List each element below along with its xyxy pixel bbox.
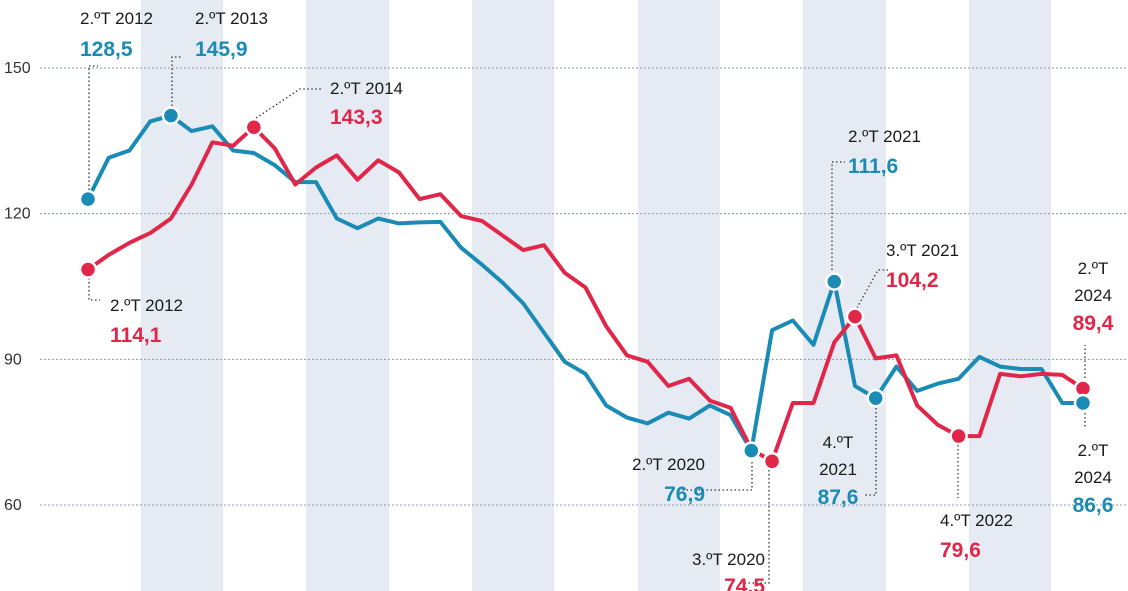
data-marker xyxy=(845,307,865,326)
annotation-title: 2.ºT 2012 xyxy=(80,9,153,28)
data-marker xyxy=(244,117,264,137)
annotation-title: 4.ºT 2022 xyxy=(940,511,1013,530)
year-band xyxy=(969,0,1051,591)
annotation-title: 3.ºT 2020 xyxy=(692,550,765,569)
annotation-title: 2024 xyxy=(1074,286,1112,305)
data-marker xyxy=(825,272,844,291)
annotation-leader xyxy=(171,56,182,106)
annotation-title: 2.ºT 2012 xyxy=(110,296,183,315)
annotation-value: 145,9 xyxy=(195,38,248,61)
annotation-title: 2.ºT xyxy=(1078,441,1109,460)
annotation-value: 87,6 xyxy=(818,486,859,509)
data-marker xyxy=(161,106,181,125)
annotation-title: 4.ºT xyxy=(823,433,854,452)
annotation-leaders xyxy=(88,56,1086,584)
data-marker xyxy=(1073,393,1093,413)
annotation-leader xyxy=(740,470,770,584)
annotation-title: 2.ºT 2020 xyxy=(632,455,705,474)
y-axis-ticks: 150 120 90 60 xyxy=(4,60,31,514)
annotation-title: 2024 xyxy=(1074,468,1112,487)
series-line-red xyxy=(86,125,1085,464)
annotation-leader xyxy=(88,65,98,190)
annotation-value: 89,4 xyxy=(1073,312,1114,335)
annotation-leader xyxy=(865,408,877,496)
annotation-title: 2.ºT 2021 xyxy=(848,127,921,146)
annotation-labels: 2.ºT 2012 128,5 2.ºT 2013 145,9 2.ºT 2014 143… xyxy=(80,9,1114,591)
annotation-value: 104,2 xyxy=(886,269,939,292)
annotation-leader xyxy=(255,88,322,119)
annotation-value: 111,6 xyxy=(848,155,898,178)
annotation-value: 86,6 xyxy=(1073,494,1114,517)
y-tick-label: 150 xyxy=(4,60,31,77)
data-marker xyxy=(742,441,761,460)
annotation-leader xyxy=(88,278,100,301)
y-tick-label: 120 xyxy=(4,206,31,223)
annotation-title: 3.ºT 2021 xyxy=(886,241,959,260)
annotation-title: 2.ºT 2014 xyxy=(330,79,403,98)
annotation-value: 79,6 xyxy=(940,539,981,562)
data-marker xyxy=(866,388,885,408)
series-markers xyxy=(78,106,1093,471)
annotation-value: 114,1 xyxy=(110,324,162,347)
data-marker xyxy=(78,260,98,279)
annotation-title: 2.ºT 2013 xyxy=(195,9,268,28)
y-tick-label: 60 xyxy=(4,497,22,514)
year-band xyxy=(638,0,720,591)
annotation-value: 74,5 xyxy=(724,575,765,591)
annotation-leader xyxy=(831,161,845,270)
year-bands xyxy=(141,0,1051,591)
annotation-value: 128,5 xyxy=(80,38,133,61)
year-band xyxy=(803,0,886,591)
annotation-value: 76,9 xyxy=(664,483,705,506)
series-line-blue xyxy=(86,113,1085,453)
annotation-leader xyxy=(676,458,753,491)
y-tick-label: 90 xyxy=(4,351,22,368)
annotation-title: 2021 xyxy=(819,460,857,479)
annotation-value: 143,3 xyxy=(330,106,383,129)
year-band xyxy=(306,0,389,591)
data-marker xyxy=(78,189,98,209)
data-marker xyxy=(949,426,968,446)
year-band xyxy=(141,0,223,591)
annotation-title: 2.ºT xyxy=(1078,259,1109,278)
grid-lines xyxy=(40,67,1128,506)
data-marker xyxy=(762,452,782,471)
